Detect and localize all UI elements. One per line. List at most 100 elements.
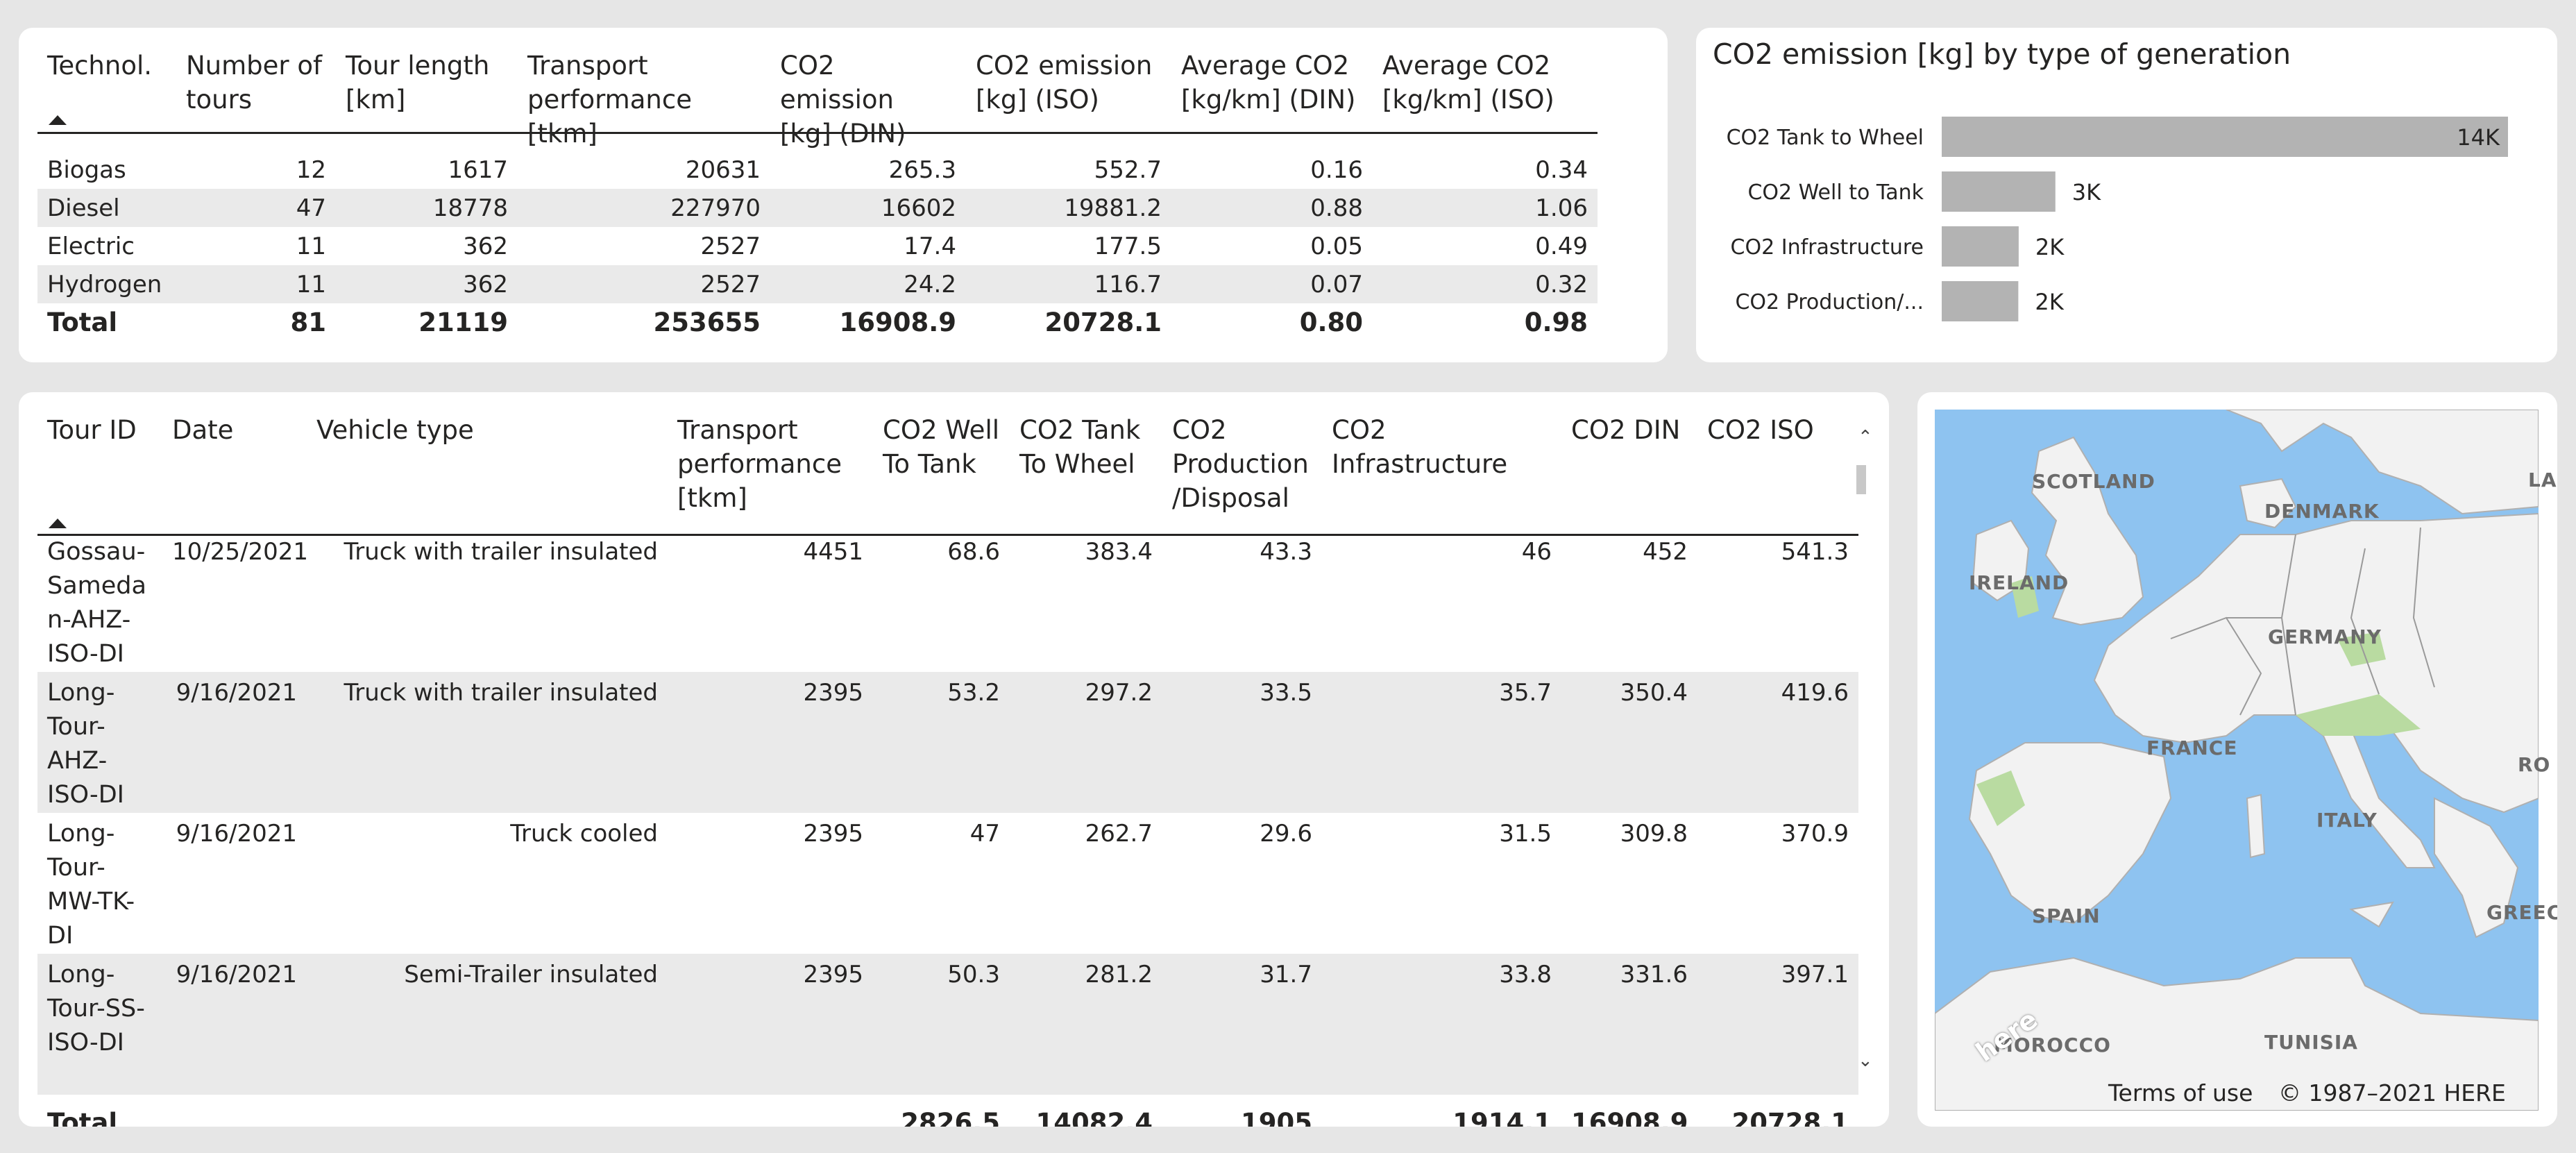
- summary-cell: 11: [176, 265, 336, 303]
- bar[interactable]: [1942, 117, 2508, 157]
- summary-cell: 47: [176, 189, 336, 227]
- tour-cell: 2395: [803, 820, 863, 848]
- summary-cell: Electric: [47, 232, 135, 260]
- tour-id-line: MW-TK-: [47, 888, 135, 916]
- summary-row[interactable]: Diesel 47 18778 227970 16602 19881.2 0.88 1.06: [37, 189, 1598, 227]
- summary-col-header[interactable]: Tour length [km]: [346, 51, 490, 115]
- tour-cell: 350.4: [1561, 672, 1697, 813]
- tours-col-header-line: To Tank: [883, 449, 976, 479]
- tours-col-header-line: Transport: [677, 415, 798, 445]
- bar-category-label: CO2 Infrastructure: [1731, 235, 1924, 260]
- tour-id-line: Long-: [47, 961, 115, 988]
- sort-ascending-icon[interactable]: [49, 519, 67, 528]
- tours-col-header-line: Production: [1172, 449, 1309, 479]
- bar-value-label: 2K: [2035, 234, 2065, 260]
- bar-category-label: CO2 Production/...: [1735, 290, 1924, 314]
- summary-col-header[interactable]: Average CO2 [kg/km] (DIN): [1181, 51, 1356, 115]
- tours-col-header[interactable]: CO2 Well To Tank: [873, 413, 1010, 531]
- tours-col-header[interactable]: Date: [162, 413, 307, 531]
- tours-col-header-line: /Disposal: [1172, 483, 1289, 513]
- tours-col-header[interactable]: CO2 Infrastructure: [1322, 413, 1561, 531]
- tours-total-row: Total 2826.5 14082.4 1905 1914.1 16908.9 20728…: [37, 1095, 1858, 1127]
- terms-of-use-link[interactable]: Terms of use: [2108, 1079, 2253, 1106]
- summary-col-header[interactable]: CO2 emission [kg] (ISO): [976, 51, 1153, 115]
- map-label-italy: ITALY: [2316, 809, 2378, 832]
- summary-col-header[interactable]: Transport performance [tkm]: [527, 51, 692, 149]
- summary-row[interactable]: Hydrogen 11 362 2527 24.2 116.7 0.07 0.32: [37, 265, 1598, 303]
- bar[interactable]: [1942, 281, 2019, 321]
- summary-row[interactable]: Biogas 12 1617 20631 265.3 552.7 0.16 0.34: [37, 151, 1598, 189]
- summary-total-cell: 253655: [653, 308, 761, 337]
- summary-cell: 227970: [518, 189, 770, 227]
- summary-row[interactable]: Electric 11 362 2527 17.4 177.5 0.05 0.49: [37, 227, 1598, 265]
- summary-cell: 0.49: [1535, 232, 1588, 260]
- tour-row[interactable]: Long- Tour- MW-TK- DI 9/16/2021 Truck cooled 2…: [37, 813, 1858, 954]
- summary-col-header[interactable]: Technol.: [47, 51, 152, 81]
- summary-cell: 265.3: [888, 155, 956, 184]
- bar[interactable]: [1942, 226, 2019, 267]
- tours-col-header[interactable]: Tour ID: [37, 413, 162, 531]
- summary-cell: 2527: [700, 232, 761, 260]
- tour-id-line: Sameda: [47, 572, 146, 600]
- tours-col-header[interactable]: CO2 ISO: [1697, 413, 1858, 531]
- tours-col-header[interactable]: CO2 DIN: [1561, 413, 1697, 531]
- scrollbar-thumb[interactable]: [1856, 465, 1866, 494]
- map-copyright: © 1987–2021 HERE: [2278, 1079, 2506, 1106]
- tour-cell: 4451: [803, 538, 863, 566]
- map-label-latvia: LA: [2528, 469, 2557, 491]
- tour-row[interactable]: Long- Tour-SS- ISO-DI 9/16/2021 Semi-Trailer…: [37, 954, 1858, 1095]
- chart-title: CO2 emission [kg] by type of generation: [1713, 37, 2291, 71]
- tour-id-cell: Gossau- Sameda n-AHZ- ISO-DI: [37, 531, 162, 672]
- summary-total-cell: Total: [47, 308, 118, 337]
- sort-ascending-icon[interactable]: [49, 115, 67, 125]
- tour-id-line: ISO-DI: [47, 640, 124, 668]
- tour-id-line: Tour-: [47, 713, 105, 741]
- summary-cell: Diesel: [37, 189, 176, 227]
- tour-cell: 53.2: [873, 672, 1010, 813]
- bar[interactable]: [1942, 171, 2056, 212]
- summary-cell: 0.05: [1310, 232, 1363, 260]
- summary-col-header[interactable]: Number of tours: [186, 51, 323, 115]
- tours-table: Tour ID Date Vehicle type Transport performa…: [37, 413, 1858, 1127]
- tour-cell: 452: [1643, 538, 1688, 566]
- tour-cell: 50.3: [873, 954, 1010, 1095]
- tour-cell: 2395: [668, 672, 873, 813]
- scroll-up-arrow[interactable]: ⌃: [1858, 427, 1873, 448]
- tour-cell: 281.2: [1010, 954, 1162, 1095]
- tour-cell: 46: [1521, 538, 1552, 566]
- tour-cell: 29.6: [1260, 820, 1312, 848]
- summary-cell: 2527: [518, 265, 770, 303]
- tour-cell: Truck with trailer insulated: [307, 672, 668, 813]
- tours-col-header-line: CO2 DIN: [1571, 415, 1681, 445]
- summary-col-header[interactable]: Average CO2 [kg/km] (ISO): [1382, 51, 1554, 115]
- tour-cell: Semi-Trailer insulated: [307, 954, 668, 1095]
- map-europe[interactable]: [1935, 410, 2539, 1111]
- map-label-romania: RO: [2518, 753, 2551, 776]
- tours-col-header-line: Tour ID: [47, 415, 137, 445]
- summary-total-cell: 20728.1: [1044, 308, 1162, 337]
- summary-cell: 18778: [336, 189, 518, 227]
- tours-col-header[interactable]: CO2 Tank To Wheel: [1010, 413, 1162, 531]
- tour-cell: 2395: [668, 954, 873, 1095]
- tour-id-line: Long-: [47, 820, 115, 848]
- tours-col-header[interactable]: Vehicle type: [307, 413, 668, 531]
- summary-total-cell: 81: [290, 308, 327, 337]
- summary-cell: 16602: [770, 189, 966, 227]
- tours-col-header[interactable]: CO2 Production/Disposal: [1162, 413, 1322, 531]
- tours-col-header[interactable]: Transport performance [tkm]: [668, 413, 873, 531]
- tours-col-header-line: CO2 ISO: [1707, 415, 1814, 445]
- tour-cell: 383.4: [1085, 538, 1153, 566]
- tour-row[interactable]: Long- Tour- AHZ- ISO-DI 9/16/2021 Truck with …: [37, 672, 1858, 813]
- tour-cell: 397.1: [1697, 954, 1858, 1095]
- tours-total-cell: 14082.4: [1035, 1107, 1153, 1127]
- tours-col-header-line: [tkm]: [677, 483, 747, 513]
- tour-cell: 31.5: [1499, 820, 1552, 848]
- map-card: SCOTLAND DENMARK IRELAND GERMANY FRANCE …: [1917, 392, 2557, 1127]
- tours-col-header-line: Vehicle type: [316, 415, 474, 445]
- tour-row[interactable]: Gossau- Sameda n-AHZ- ISO-DI 10/25/2021 Truck…: [37, 531, 1858, 672]
- summary-col-header[interactable]: CO2 emission [kg] (DIN): [780, 51, 906, 149]
- map-label-germany: GERMANY: [2268, 625, 2382, 648]
- tours-col-header-line: CO2 Tank: [1019, 415, 1141, 445]
- tour-cell: 68.6: [947, 538, 1000, 566]
- scroll-down-arrow[interactable]: ⌄: [1858, 1050, 1873, 1071]
